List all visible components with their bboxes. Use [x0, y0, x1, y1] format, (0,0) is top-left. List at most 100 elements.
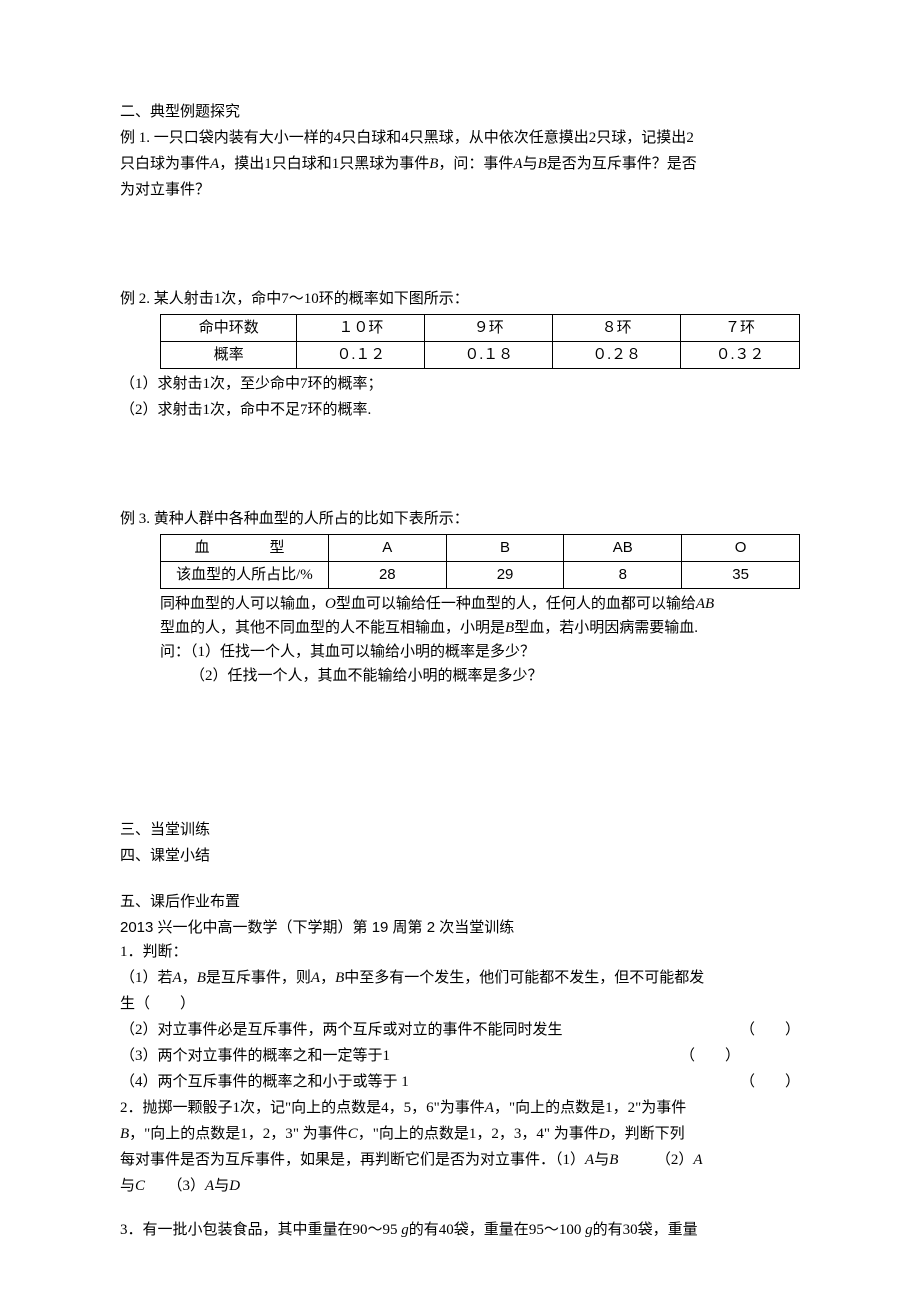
var-b: B	[609, 1152, 618, 1168]
var-a: A	[210, 156, 219, 172]
q3-range: 95～100	[529, 1222, 582, 1238]
q1-item3-prefix: （3）两个对立事件的概率之和一定等于	[120, 1048, 383, 1064]
ex1-text: 只白球为事件	[120, 156, 210, 172]
table-cell: 35	[682, 562, 800, 589]
q3-num: 30	[623, 1222, 638, 1238]
q1-text: （1）若	[120, 970, 173, 986]
table-cell: AB	[564, 535, 682, 562]
q1-text: 中至多有一个发生，他们可能都不发生，但不可能都发	[344, 970, 704, 986]
q1-text: ，	[320, 970, 335, 986]
q-num: 7	[300, 376, 308, 392]
var-a: A	[585, 1152, 594, 1168]
q2-num: 1	[233, 1100, 241, 1116]
paren-blank: （ ）	[740, 1018, 800, 1042]
q2-text: （2）	[618, 1152, 693, 1168]
ex3-q1: 问：（1）任找一个人，其血可以输给小明的概率是多少？	[160, 640, 800, 664]
section-2-heading: 二、典型例题探究	[120, 100, 800, 124]
table-cell: ８环	[553, 315, 681, 342]
q3-text: 袋，重量在	[454, 1222, 529, 1238]
paren-blank: （ ）	[680, 1044, 740, 1068]
q-text: 环的概率；	[308, 376, 383, 392]
q3-text: 的有	[409, 1222, 439, 1238]
ex1-text: ，问：事件	[438, 156, 513, 172]
q2-text: 每对事件是否为互斥事件，如果是，再判断它们是否为对立事件．（1）	[120, 1152, 585, 1168]
q-num: 7	[300, 402, 308, 418]
ex2-q1: （1）求射击1次，至少命中7环的概率；	[120, 372, 800, 396]
var-d: D	[599, 1126, 610, 1142]
q1-text: ，	[182, 970, 197, 986]
var-a: A	[311, 970, 320, 986]
q2-text: ，"向上的点数是	[494, 1100, 605, 1116]
ex2-text: 例 2. 某人射击	[120, 291, 214, 307]
table-header-cell: 该血型的人所占比/%	[161, 562, 329, 589]
section-5-heading: 五、课后作业布置	[120, 890, 800, 914]
q2-text: " 为事件	[293, 1126, 348, 1142]
table-cell: 28	[328, 562, 446, 589]
ex1-text: 只白球和	[272, 156, 332, 172]
q2-line1: 2．抛掷一颗骰子1次，记"向上的点数是4，5，6"为事件A，"向上的点数是1，2…	[120, 1096, 800, 1120]
q3-range: 90～95	[353, 1222, 398, 1238]
ex1-text: 只黑球，从中依次任意摸出	[409, 130, 589, 146]
q1-text: 是互斥事件，则	[206, 970, 311, 986]
var-b: B	[505, 620, 514, 636]
table-cell: ０.１２	[297, 342, 425, 369]
q1-item3: （3）两个对立事件的概率之和一定等于1 （ ）	[120, 1044, 800, 1068]
ex1-num: 4	[401, 130, 409, 146]
q2-nums: 1，2	[605, 1100, 635, 1116]
table-cell: ０.２８	[553, 342, 681, 369]
ex1-text: 与	[523, 156, 538, 172]
var-ab: AB	[696, 596, 714, 612]
q2-line4: 与C （3）A与D	[120, 1174, 800, 1198]
q2-text: 与	[120, 1178, 135, 1194]
q2-text: 与	[214, 1178, 229, 1194]
ex1-text: 例 1. 一只口袋内装有大小一样的	[120, 130, 334, 146]
q1-item4-text: （4）两个互斥事件的概率之和小于或等于 1	[120, 1070, 740, 1094]
var-b: B	[335, 970, 344, 986]
ex3-desc2: 型血的人，其他不同血型的人不能互相输血，小明是B型血，若小明因病需要输血.	[160, 616, 800, 640]
q-num: 1	[203, 376, 211, 392]
ex2-text: 环的概率如下图所示：	[319, 291, 469, 307]
q2-nums: 4，5，6	[381, 1100, 434, 1116]
ex2-range: 7～10	[281, 291, 319, 307]
section-4-heading: 四、课堂小结	[120, 844, 800, 868]
ex3-desc1: 同种血型的人可以输血，O型血可以输给任一种血型的人，任何人的血都可以输给AB	[160, 592, 800, 616]
var-a: A	[485, 1100, 494, 1116]
example-1-line2: 只白球为事件A，摸出1只白球和1只黑球为事件B，问：事件A与B是否为互斥事件？是…	[120, 152, 800, 176]
table-cell: ０.３２	[681, 342, 800, 369]
example-2-heading: 例 2. 某人射击1次，命中7～10环的概率如下图所示：	[120, 287, 800, 311]
desc-text: 型血可以输给任一种血型的人，任何人的血都可以输给	[336, 596, 696, 612]
q2-text: 次，记"向上的点数是	[240, 1100, 381, 1116]
example-2-table: 命中环数１０环９环８环７环概率０.１２０.１８０.２８０.３２	[160, 314, 800, 369]
paren-blank: （ ）	[740, 1070, 800, 1094]
q2-line3: 每对事件是否为互斥事件，如果是，再判断它们是否为对立事件．（1）A与B （2）A	[120, 1148, 800, 1172]
q2-text: ，判断下列	[610, 1126, 685, 1142]
desc-text: 同种血型的人可以输血，	[160, 596, 325, 612]
ex1-num: 2	[686, 130, 694, 146]
example-3-table: 血 型ABABO该血型的人所占比/%2829835	[160, 534, 800, 589]
q-num: 1	[203, 402, 211, 418]
example-1: 例 1. 一只口袋内装有大小一样的4只白球和4只黑球，从中依次任意摸出2只球，记…	[120, 126, 800, 150]
q2-text: （3）	[145, 1178, 205, 1194]
q3-num: 40	[439, 1222, 454, 1238]
q3-text: 3．有一批小包装食品，其中重量在	[120, 1222, 353, 1238]
ex1-text: 只黑球为事件	[339, 156, 429, 172]
q2-text: 2．抛掷一颗骰子	[120, 1100, 233, 1116]
q2-text: " 为事件	[544, 1126, 599, 1142]
ex2-q2: （2）求射击1次，命中不足7环的概率.	[120, 398, 800, 422]
table-cell: ７环	[681, 315, 800, 342]
q3-text: 的有	[593, 1222, 623, 1238]
ex1-text: 是否为互斥事件？是否	[547, 156, 697, 172]
table-cell: A	[328, 535, 446, 562]
var-c: C	[348, 1126, 358, 1142]
desc-text: 型血的人，其他不同血型的人不能互相输血，小明是	[160, 620, 505, 636]
q-text: （2）求射击	[120, 402, 203, 418]
desc-text: 型血，若小明因病需要输血.	[514, 620, 698, 636]
q-text: 环的概率.	[308, 402, 372, 418]
q1-item3-num: 1	[383, 1048, 391, 1064]
var-a: A	[205, 1178, 214, 1194]
unit-g: g	[585, 1222, 593, 1238]
table-cell: O	[682, 535, 800, 562]
table-cell: 8	[564, 562, 682, 589]
q1-item1-line2: 生（ ）	[120, 992, 800, 1016]
var-d: D	[229, 1178, 240, 1194]
